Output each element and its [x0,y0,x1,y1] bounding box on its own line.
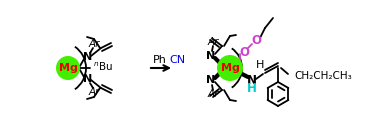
Text: N: N [206,51,215,61]
Text: O: O [239,46,249,58]
Text: CN: CN [169,55,185,65]
Text: N: N [84,52,93,62]
Text: Ar: Ar [207,37,219,47]
Circle shape [217,55,243,81]
Text: O: O [251,35,261,47]
Text: Mg: Mg [59,63,77,73]
Text: Mg: Mg [220,63,239,73]
Text: N: N [84,74,93,84]
Text: H: H [256,60,264,70]
Text: Ar: Ar [207,89,219,99]
Text: $^n$Bu: $^n$Bu [93,61,113,73]
Text: Ph: Ph [153,55,167,65]
Text: N: N [247,73,257,86]
Text: N: N [206,75,215,85]
Text: Ar: Ar [88,87,100,97]
Text: Ar: Ar [88,39,100,49]
Text: H: H [247,83,257,95]
Text: CH₂CH₂CH₃: CH₂CH₂CH₃ [294,71,352,81]
Circle shape [56,56,80,80]
